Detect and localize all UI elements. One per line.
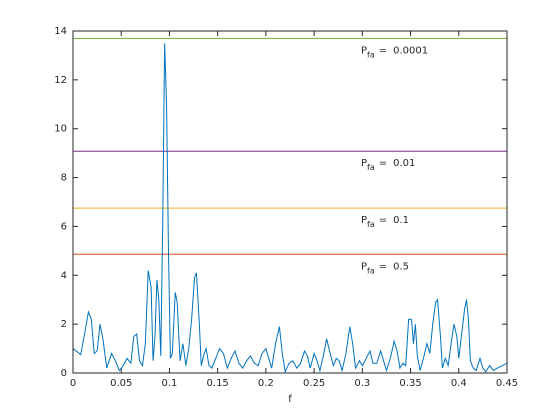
x-axis-label: f: [288, 394, 292, 405]
x-tick-label: 0.25: [303, 378, 325, 389]
x-tick-label: 0: [70, 378, 76, 389]
y-tick-label: 6: [61, 221, 67, 232]
x-tick-label: 0.3: [354, 378, 370, 389]
axes-box: [72, 30, 508, 374]
y-tick-label: 8: [61, 173, 67, 184]
pfa-symbol: P: [361, 45, 367, 56]
pfa-value: 0.01: [393, 158, 415, 169]
threshold-label: Pfa = 0.5: [361, 261, 409, 275]
y-tick-label: 2: [61, 319, 67, 330]
x-tick-label: 0.35: [399, 378, 421, 389]
pfa-symbol: P: [361, 158, 367, 169]
x-tick-label: 0.1: [161, 378, 177, 389]
pfa-subscript: fa: [367, 163, 375, 172]
y-tick-label: 10: [54, 124, 67, 135]
threshold-label: Pfa = 0.01: [361, 158, 415, 172]
x-tick-label: 0.2: [258, 378, 274, 389]
x-tick-label: 0.15: [207, 378, 229, 389]
pfa-value: 0.1: [393, 215, 409, 226]
pfa-value: 0.0001: [393, 45, 428, 56]
y-tick-label: 4: [61, 270, 67, 281]
pfa-relation: =: [379, 261, 387, 272]
y-tick-label: 14: [54, 26, 67, 37]
pfa-relation: =: [379, 45, 387, 56]
x-tick-label: 0.4: [451, 378, 467, 389]
pfa-relation: =: [379, 158, 387, 169]
pfa-relation: =: [379, 215, 387, 226]
pfa-subscript: fa: [367, 50, 375, 59]
pfa-symbol: P: [361, 261, 367, 272]
y-tick-label: 0: [61, 368, 67, 379]
x-tick-label: 0.05: [110, 378, 132, 389]
pfa-symbol: P: [361, 215, 367, 226]
pfa-subscript: fa: [367, 220, 375, 229]
threshold-label: Pfa = 0.0001: [361, 45, 428, 59]
pfa-subscript: fa: [367, 266, 375, 275]
threshold-label: Pfa = 0.1: [361, 215, 409, 229]
x-tick-label: 0.45: [496, 378, 518, 389]
pfa-value: 0.5: [393, 261, 409, 272]
data-line: [72, 43, 508, 374]
y-tick-label: 12: [54, 75, 67, 86]
